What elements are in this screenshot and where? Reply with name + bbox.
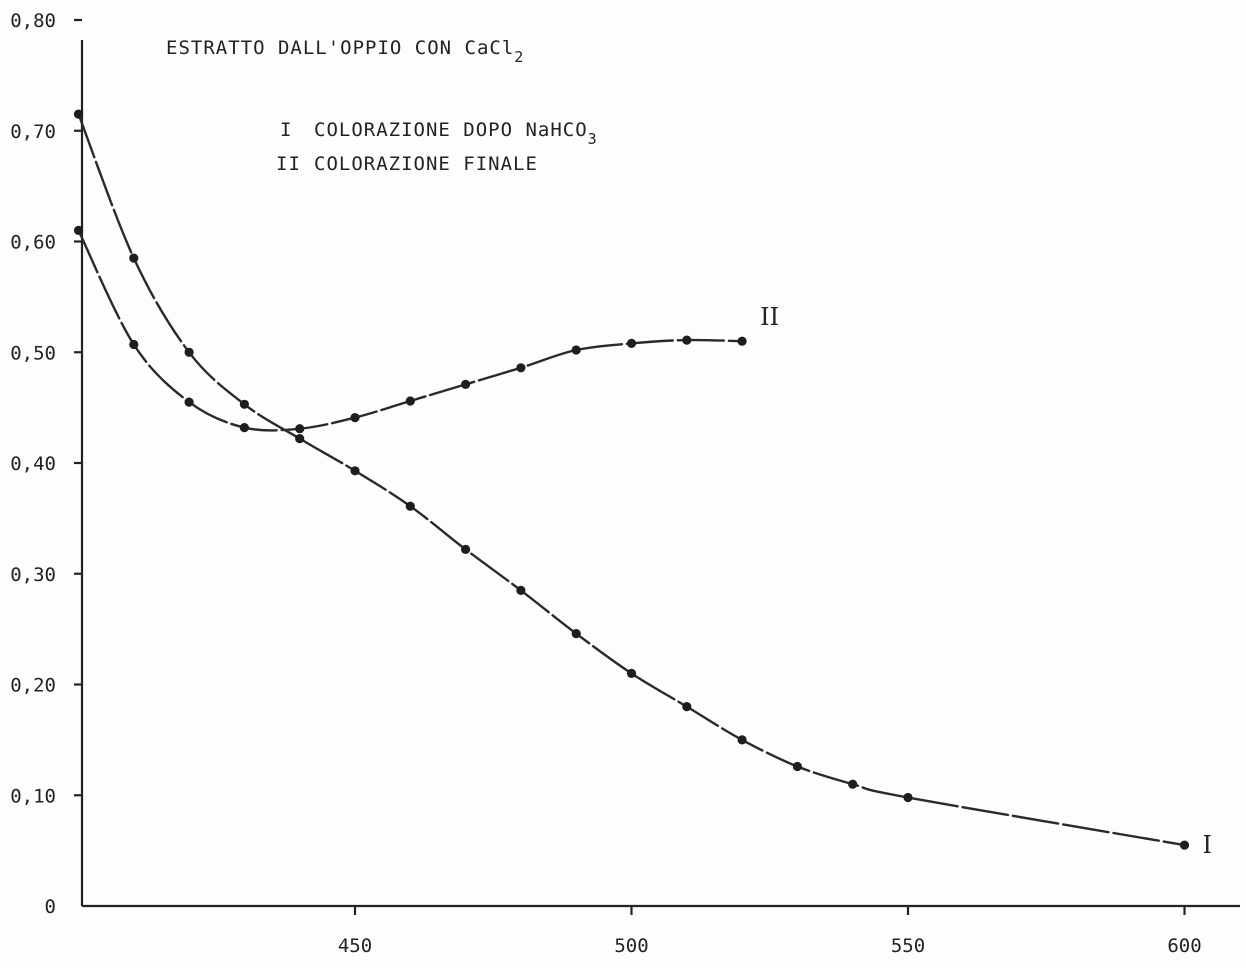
data-point-I <box>516 585 526 596</box>
chart-title-main: ESTRATTO DALL'OPPIO CON CaCl <box>166 37 514 59</box>
y-tick-label: 0,70 <box>10 121 56 143</box>
y-tick-label: 0,10 <box>10 785 56 807</box>
x-tick-label: 550 <box>891 935 925 957</box>
data-point-I <box>792 761 803 772</box>
series-line-I <box>77 112 1186 847</box>
data-point-II <box>405 396 415 406</box>
data-point-I <box>571 629 581 639</box>
x-tick-label: 450 <box>338 935 372 957</box>
series-label-I: I <box>1203 831 1212 859</box>
chart-title-subscript: 2 <box>514 48 524 66</box>
data-point-II <box>571 345 581 355</box>
data-point-I <box>295 434 305 444</box>
data-point-II <box>184 397 194 407</box>
y-tick-label: 0 <box>45 896 56 918</box>
x-tick-label: 500 <box>614 935 648 957</box>
data-point-II <box>239 423 249 433</box>
data-point-II <box>295 424 305 434</box>
data-point-II <box>737 336 747 346</box>
data-point-II <box>73 225 84 235</box>
data-point-II <box>129 339 139 350</box>
data-point-I <box>682 702 692 712</box>
data-point-II <box>516 363 526 373</box>
data-point-I <box>848 779 858 789</box>
data-point-I <box>1179 840 1190 850</box>
data-point-I <box>737 735 747 745</box>
data-point-I <box>903 792 913 803</box>
legend-marker-2: II <box>276 153 301 175</box>
data-point-II <box>461 379 471 389</box>
data-point-I <box>129 253 139 263</box>
data-point-I <box>239 399 249 409</box>
y-tick-label: 0,50 <box>10 342 56 364</box>
data-point-I <box>405 501 415 511</box>
y-tick-label: 0,40 <box>10 453 56 475</box>
y-tick-label: 0,20 <box>10 675 56 697</box>
data-point-II <box>350 413 360 423</box>
legend-entry-1: I COLORAZIONE DOPO NaHCO3 <box>280 119 598 148</box>
ticks: 0 0,10 0,20 0,30 0,40 0,50 0,60 0,70 0,80 450 500 5… <box>10 10 1201 957</box>
legend-text-1: COLORAZIONE DOPO NaHCO <box>314 119 588 141</box>
series <box>73 109 1190 850</box>
data-point-I <box>626 668 637 679</box>
y-tick-label: 0,80 <box>10 10 56 32</box>
legend-marker-1: I <box>280 119 292 141</box>
data-point-I <box>350 466 360 476</box>
chart-title: ESTRATTO DALL'OPPIO CON CaCl2 <box>166 37 524 66</box>
legend: I COLORAZIONE DOPO NaHCO3 II COLORAZIONE… <box>276 119 598 175</box>
series-labels: III <box>760 303 1212 859</box>
data-point-II <box>682 335 692 345</box>
data-point-I <box>73 109 84 119</box>
data-point-I <box>461 544 471 555</box>
y-tick-label: 0,30 <box>10 564 56 586</box>
y-tick-label: 0,60 <box>10 232 56 254</box>
legend-subscript-1: 3 <box>588 130 598 148</box>
series-label-II: II <box>760 303 779 331</box>
x-tick-label: 600 <box>1167 935 1201 957</box>
legend-text-2: COLORAZIONE FINALE <box>314 153 538 175</box>
data-point-II <box>626 338 637 348</box>
axes <box>80 40 1240 908</box>
legend-entry-2: II COLORAZIONE FINALE <box>276 153 538 175</box>
data-point-I <box>184 347 194 357</box>
